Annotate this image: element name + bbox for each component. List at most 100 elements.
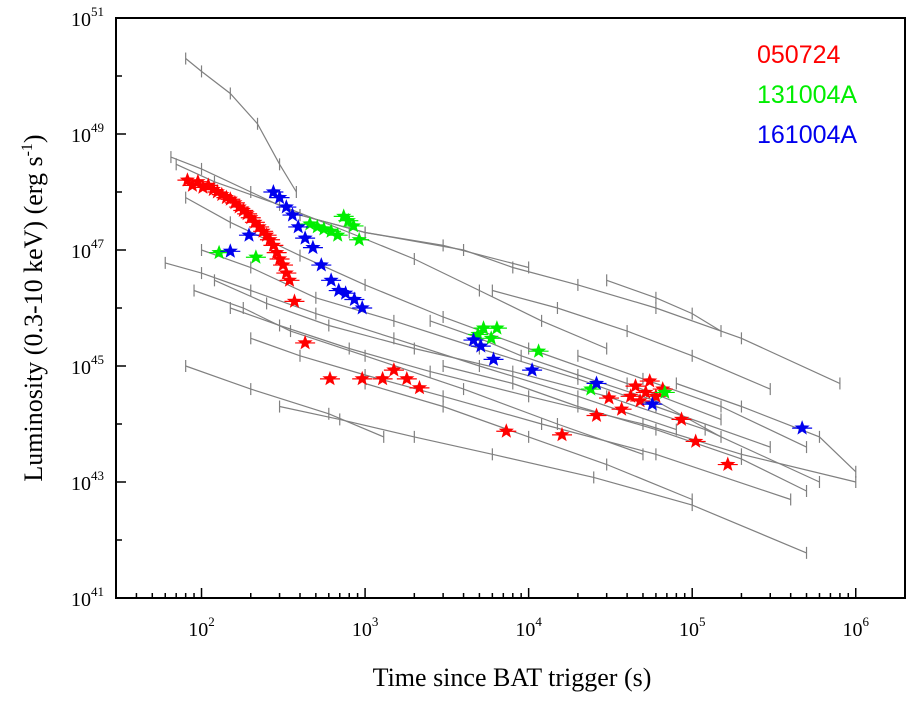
y-tick-label-2: 1045 <box>71 352 104 379</box>
point-131004A-11 <box>470 326 486 341</box>
point-050724-13 <box>239 205 255 221</box>
point-161004A-15 <box>465 332 482 347</box>
point-050724-37 <box>601 390 617 405</box>
y-tick-base: 10 <box>71 125 91 147</box>
point-161004A-4 <box>278 199 294 214</box>
legend-entry-050724: 050724 <box>757 41 841 69</box>
point-131004A-5 <box>323 223 339 238</box>
series-050724 <box>177 172 738 471</box>
lightcurve-0 <box>185 58 297 193</box>
point-050724-15 <box>247 214 263 229</box>
y-tick-label-1: 1043 <box>71 468 104 495</box>
point-050724-28 <box>322 370 338 386</box>
lightcurve-19 <box>676 382 857 473</box>
point-050724-2 <box>190 173 206 189</box>
point-161004A-10 <box>323 272 339 287</box>
x-tick-exponent: 6 <box>863 614 870 629</box>
point-050724-43 <box>642 373 658 388</box>
lightcurve-15 <box>606 279 722 332</box>
lightcurve-2 <box>175 163 607 350</box>
point-050724-23 <box>275 257 291 272</box>
highlighted-series <box>177 172 813 471</box>
y-tick-exponent: 43 <box>91 468 104 483</box>
point-050724-6 <box>209 184 225 199</box>
point-050724-44 <box>648 388 664 403</box>
y-tick-exponent: 45 <box>91 352 104 367</box>
point-131004A-14 <box>489 320 505 335</box>
point-131004A-12 <box>475 320 492 335</box>
lightcurve-13 <box>429 320 722 438</box>
lightcurve-18 <box>577 355 807 448</box>
point-161004A-3 <box>272 189 288 205</box>
point-050724-16 <box>251 218 267 234</box>
point-131004A-15 <box>531 343 547 358</box>
y-tick-exponent: 51 <box>91 4 104 19</box>
axis-ticks <box>115 17 906 599</box>
point-050724-17 <box>255 223 271 238</box>
point-050724-3 <box>195 179 211 194</box>
point-161004A-7 <box>297 230 313 245</box>
y-axis-title: Luminosity (0.3-10 keV) (erg s-1) <box>19 134 48 481</box>
point-161004A-12 <box>338 285 354 300</box>
legend: 050724 131004A 161004A <box>757 41 857 149</box>
lightcurve-17 <box>442 365 807 492</box>
lightcurve-10 <box>279 405 807 554</box>
point-131004A-0 <box>211 244 227 260</box>
lightcurve-8 <box>230 307 856 483</box>
point-131004A-17 <box>657 384 673 399</box>
point-161004A-0 <box>222 243 238 258</box>
point-131004A-8 <box>340 212 356 228</box>
point-050724-11 <box>231 199 247 214</box>
y-tick-base: 10 <box>71 357 91 379</box>
x-tick-labels: 102 103 104 105 106 <box>188 614 869 641</box>
point-131004A-7 <box>336 208 352 223</box>
point-050724-46 <box>673 411 690 426</box>
x-tick-base: 10 <box>843 619 863 641</box>
point-050724-45 <box>655 381 671 396</box>
point-131004A-16 <box>583 381 599 396</box>
point-131004A-9 <box>345 217 362 233</box>
point-131004A-6 <box>330 227 346 242</box>
point-161004A-16 <box>473 338 489 353</box>
background-lightcurves <box>164 52 857 559</box>
lightcurve-11 <box>185 365 384 438</box>
x-tick-exponent: 5 <box>699 614 706 629</box>
series-161004A <box>220 184 813 435</box>
x-tick-base: 10 <box>352 619 372 641</box>
point-050724-4 <box>200 177 216 192</box>
y-tick-label-4: 1049 <box>71 120 104 147</box>
legend-entry-131004A: 131004A <box>757 81 857 109</box>
point-050724-18 <box>259 227 275 242</box>
point-050724-41 <box>632 392 648 408</box>
x-tick-base: 10 <box>515 619 535 641</box>
point-050724-27 <box>297 334 313 350</box>
point-050724-12 <box>235 202 251 217</box>
point-161004A-14 <box>354 300 370 315</box>
point-050724-9 <box>222 191 238 206</box>
x-tick-label-0: 102 <box>188 614 215 641</box>
lightcurve-7 <box>214 279 820 483</box>
point-050724-36 <box>588 407 605 422</box>
y-tick-exponent: 49 <box>91 120 104 135</box>
y-tick-label-0: 1041 <box>71 584 104 611</box>
lightcurve-9 <box>250 337 791 501</box>
x-tick-base: 10 <box>188 619 208 641</box>
point-050724-26 <box>286 293 303 308</box>
point-050724-34 <box>498 423 514 438</box>
point-050724-10 <box>227 194 243 210</box>
point-131004A-3 <box>309 218 325 234</box>
point-131004A-2 <box>302 216 318 231</box>
point-161004A-5 <box>284 207 301 222</box>
point-131004A-1 <box>248 249 264 264</box>
y-tick-exponent: 47 <box>91 236 105 251</box>
y-tick-label-3: 1047 <box>71 236 105 263</box>
x-tick-exponent: 2 <box>208 614 215 629</box>
point-050724-14 <box>243 209 259 225</box>
y-tick-exponent: 41 <box>91 584 104 599</box>
lightcurve-6 <box>193 289 644 455</box>
point-161004A-11 <box>331 282 347 297</box>
y-tick-base: 10 <box>71 241 91 263</box>
lightcurve-4 <box>185 197 722 420</box>
